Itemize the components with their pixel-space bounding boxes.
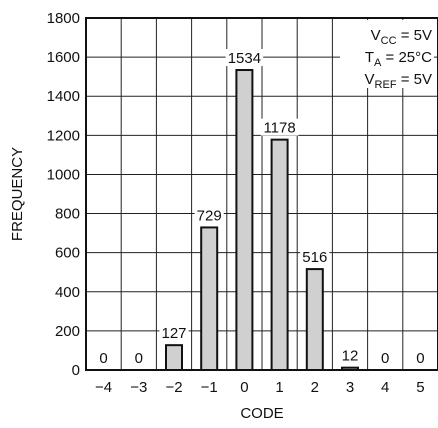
data-label: 0 xyxy=(135,350,143,367)
data-label: 0 xyxy=(99,350,107,367)
data-label-bg xyxy=(379,349,392,366)
y-tick-label: 600 xyxy=(55,245,80,262)
bar-0 xyxy=(235,69,254,371)
bar-1 xyxy=(270,138,289,371)
x-tick-label: −4 xyxy=(95,379,112,396)
data-label: 0 xyxy=(416,350,424,367)
y-tick-label: 1600 xyxy=(47,49,80,66)
data-label-bg xyxy=(260,118,299,136)
y-tick-label: 1800 xyxy=(47,10,80,27)
y-tick-labels: 0 200 400 600 800 1000 1200 1400 1600 1800 xyxy=(47,10,80,379)
bar-2 xyxy=(305,268,324,371)
x-tick-label: −2 xyxy=(165,379,182,396)
data-label-bg xyxy=(225,49,264,67)
data-label: 1534 xyxy=(228,50,261,67)
y-tick-label: 1000 xyxy=(47,166,80,183)
data-label-bg xyxy=(339,346,361,364)
x-tick-label: 4 xyxy=(381,379,389,396)
y-axis-title: FREQUENCY xyxy=(9,147,26,241)
y-tick-label: 1400 xyxy=(47,88,80,105)
y-tick-label: 800 xyxy=(55,206,80,223)
bar-−1 xyxy=(200,226,219,371)
x-tick-label: 5 xyxy=(416,379,424,396)
data-label: 729 xyxy=(197,207,222,224)
y-tick-label: 400 xyxy=(55,284,80,301)
x-tick-label: 0 xyxy=(240,379,248,396)
x-axis-title: CODE xyxy=(240,405,283,422)
data-label-bg xyxy=(300,248,330,266)
y-tick-label: 200 xyxy=(55,323,80,340)
plot-frame xyxy=(85,17,438,371)
data-label: 127 xyxy=(161,325,186,342)
condition-line: VREF = 5V xyxy=(365,71,432,91)
conditions-bg xyxy=(340,20,434,88)
bar-−2 xyxy=(165,344,183,372)
data-label: 12 xyxy=(342,348,359,365)
condition-line: VCC = 5V xyxy=(371,27,432,47)
data-label-bg xyxy=(194,206,224,224)
data-label-bg xyxy=(414,349,427,366)
data-label: 0 xyxy=(381,350,389,367)
x-tick-label: 2 xyxy=(311,379,319,396)
data-label-bg xyxy=(159,324,189,342)
data-label-bg xyxy=(97,349,110,366)
condition-line: TA = 25°C xyxy=(365,49,432,69)
data-label: 1178 xyxy=(263,120,295,137)
data-labels: 0 0 127 729 1534 1178 516 12 0 0 xyxy=(97,49,427,367)
x-tick-label: −3 xyxy=(130,379,147,396)
x-tick-label: 3 xyxy=(346,379,354,396)
x-tick-label: 1 xyxy=(275,379,283,396)
data-label-bg xyxy=(132,349,145,366)
y-tick-label: 0 xyxy=(72,362,80,379)
y-tick-label: 1200 xyxy=(47,127,80,144)
x-tick-labels: −4 −3 −2 −1 0 1 2 3 4 5 xyxy=(95,379,425,396)
data-label: 516 xyxy=(302,249,327,266)
x-tick-label: −1 xyxy=(201,379,218,396)
